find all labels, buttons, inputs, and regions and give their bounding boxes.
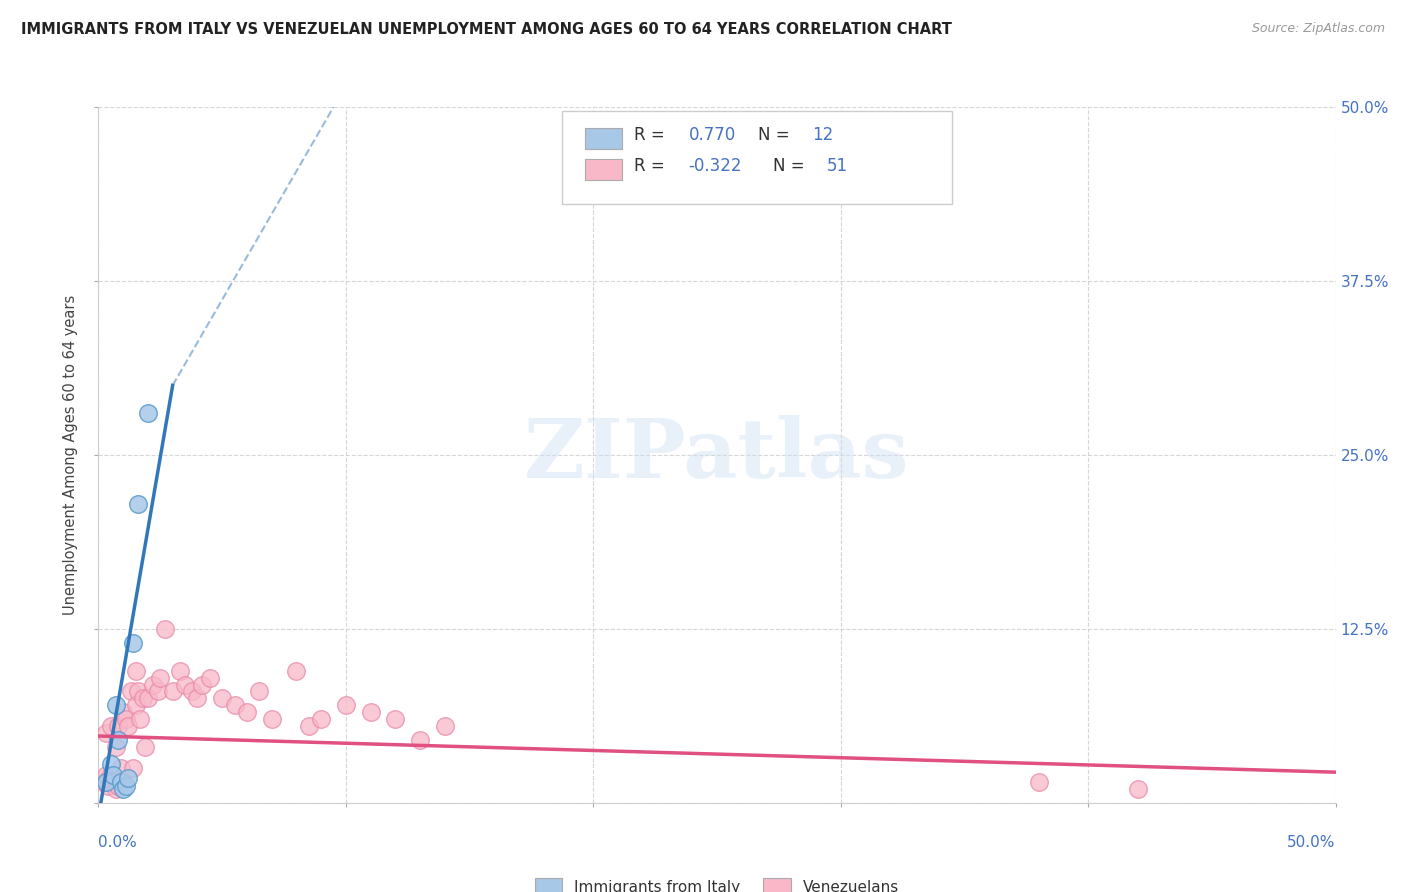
Point xyxy=(107,779,129,793)
Point xyxy=(224,698,246,713)
Point xyxy=(155,622,177,636)
Point xyxy=(104,781,127,796)
Y-axis label: Unemployment Among Ages 60 to 64 years: Unemployment Among Ages 60 to 64 years xyxy=(63,294,79,615)
Text: 12: 12 xyxy=(813,126,834,144)
Text: N =: N = xyxy=(773,157,810,175)
Point xyxy=(198,671,221,685)
Legend: Immigrants from Italy, Venezuelans: Immigrants from Italy, Venezuelans xyxy=(527,870,907,892)
Point xyxy=(112,775,135,789)
Point xyxy=(409,733,432,747)
Point xyxy=(94,775,117,789)
Text: ZIPatlas: ZIPatlas xyxy=(524,415,910,495)
Point xyxy=(129,712,152,726)
Point xyxy=(104,698,127,713)
Text: IMMIGRANTS FROM ITALY VS VENEZUELAN UNEMPLOYMENT AMONG AGES 60 TO 64 YEARS CORRE: IMMIGRANTS FROM ITALY VS VENEZUELAN UNEM… xyxy=(21,22,952,37)
Text: R =: R = xyxy=(634,157,671,175)
Point xyxy=(100,719,122,733)
Point xyxy=(309,712,332,726)
Point xyxy=(127,684,149,698)
Point xyxy=(124,698,146,713)
Point xyxy=(124,664,146,678)
Point xyxy=(117,771,139,785)
Point xyxy=(1126,781,1149,796)
Point xyxy=(110,775,132,789)
Text: -0.322: -0.322 xyxy=(689,157,742,175)
Point xyxy=(181,684,204,698)
Text: Source: ZipAtlas.com: Source: ZipAtlas.com xyxy=(1251,22,1385,36)
Point xyxy=(112,781,135,796)
Point xyxy=(114,712,136,726)
Point xyxy=(103,768,125,782)
Point xyxy=(384,712,406,726)
Text: 0.0%: 0.0% xyxy=(98,836,138,850)
Point xyxy=(360,706,382,720)
Point xyxy=(298,719,321,733)
Point xyxy=(146,684,169,698)
Point xyxy=(285,664,308,678)
Point xyxy=(247,684,270,698)
FancyBboxPatch shape xyxy=(562,111,952,204)
Point xyxy=(127,497,149,511)
Point xyxy=(174,677,197,691)
Point xyxy=(97,779,120,793)
Point xyxy=(134,740,156,755)
Point xyxy=(335,698,357,713)
Point xyxy=(132,691,155,706)
Point xyxy=(186,691,208,706)
Point xyxy=(107,733,129,747)
Point xyxy=(120,684,142,698)
Point xyxy=(107,719,129,733)
Point xyxy=(93,775,115,789)
Point xyxy=(104,740,127,755)
Text: 51: 51 xyxy=(827,157,848,175)
Point xyxy=(117,719,139,733)
Point xyxy=(136,406,159,420)
Text: 50.0%: 50.0% xyxy=(1288,836,1336,850)
Point xyxy=(1028,775,1050,789)
Point xyxy=(112,706,135,720)
Point xyxy=(122,761,145,775)
Point xyxy=(260,712,283,726)
Point xyxy=(100,756,122,771)
Point xyxy=(149,671,172,685)
Point xyxy=(94,768,117,782)
Point xyxy=(211,691,233,706)
Text: N =: N = xyxy=(758,126,794,144)
FancyBboxPatch shape xyxy=(585,128,621,149)
Point xyxy=(162,684,184,698)
Point xyxy=(142,677,165,691)
Text: 0.770: 0.770 xyxy=(689,126,735,144)
Point xyxy=(236,706,259,720)
Point xyxy=(110,761,132,775)
Point xyxy=(136,691,159,706)
Point xyxy=(114,779,136,793)
Point xyxy=(122,636,145,650)
FancyBboxPatch shape xyxy=(585,159,621,180)
Point xyxy=(433,719,456,733)
Point xyxy=(103,775,125,789)
Point xyxy=(191,677,214,691)
Point xyxy=(169,664,191,678)
Text: R =: R = xyxy=(634,126,671,144)
Point xyxy=(100,768,122,782)
Point xyxy=(94,726,117,740)
